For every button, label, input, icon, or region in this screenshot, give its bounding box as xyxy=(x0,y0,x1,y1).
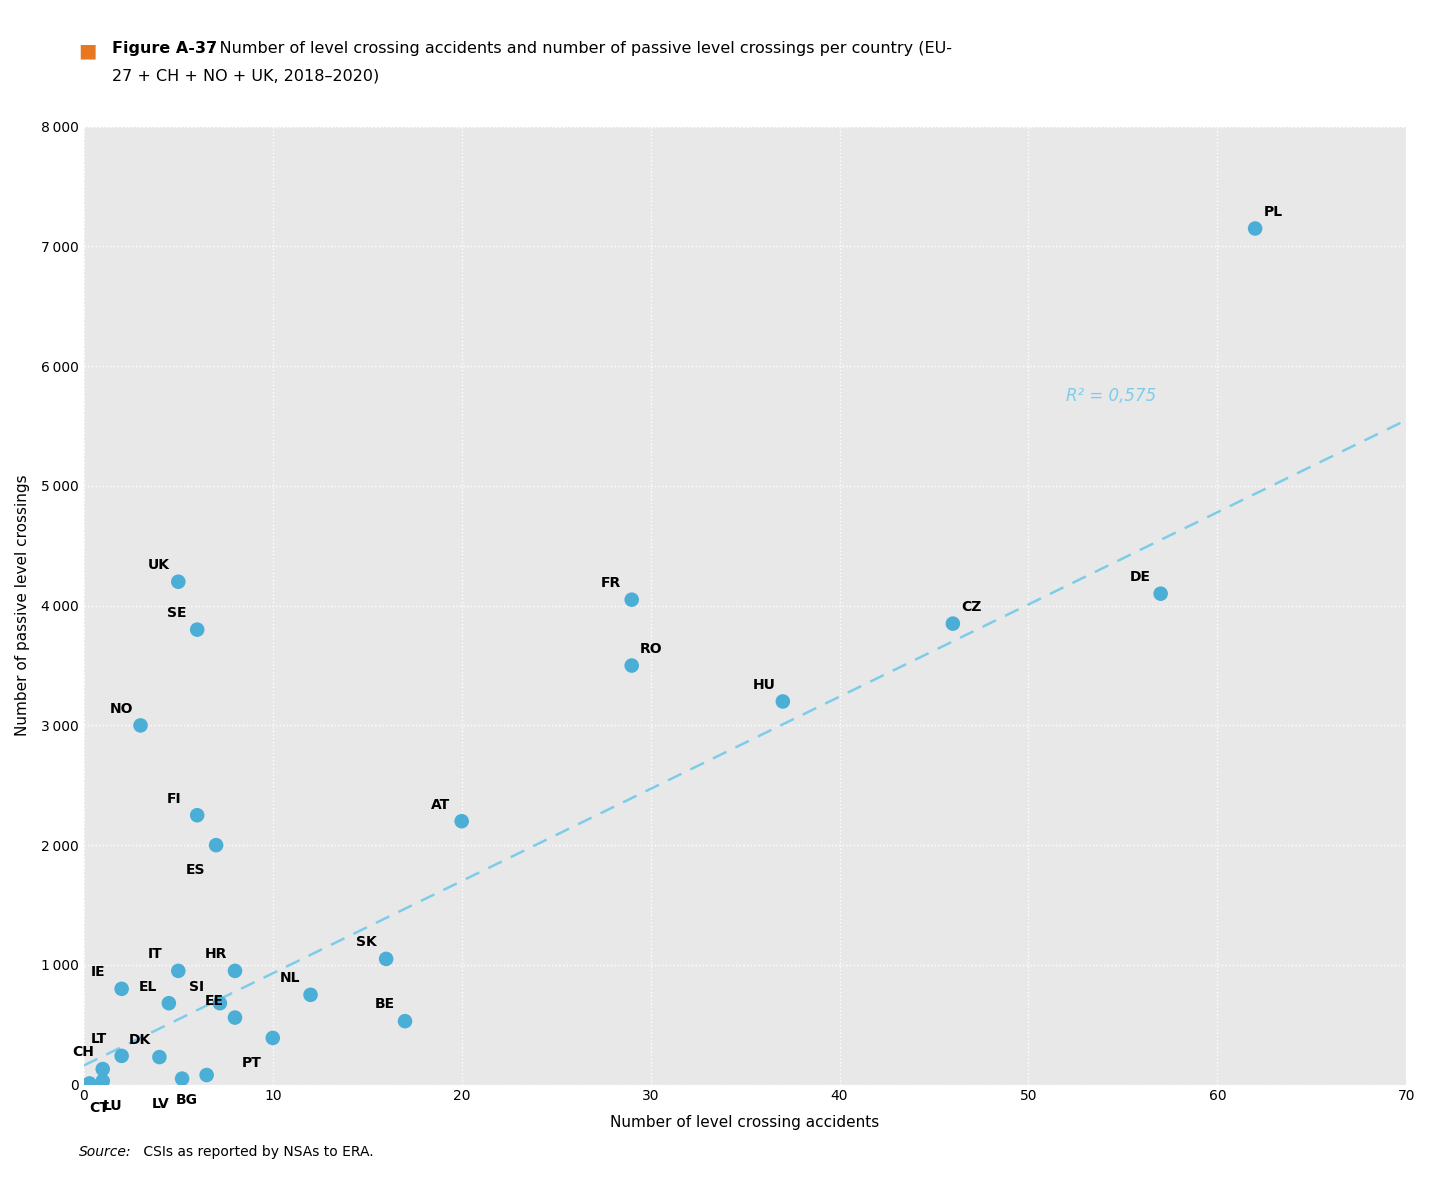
Text: CH: CH xyxy=(72,1045,94,1060)
Text: ■: ■ xyxy=(79,41,97,60)
Text: EE: EE xyxy=(204,994,223,1008)
Point xyxy=(129,716,152,735)
Text: SE: SE xyxy=(167,607,186,620)
Point xyxy=(186,621,209,640)
Point xyxy=(223,962,246,981)
Text: RO: RO xyxy=(641,642,662,656)
Point xyxy=(299,985,322,1004)
Text: NL: NL xyxy=(280,971,300,985)
Point xyxy=(167,962,190,981)
Point xyxy=(92,1071,114,1090)
Text: Figure A-37: Figure A-37 xyxy=(112,41,217,57)
Text: PL: PL xyxy=(1264,205,1283,218)
Text: ES: ES xyxy=(186,863,204,877)
Text: SK: SK xyxy=(356,936,376,949)
Text: DK: DK xyxy=(129,1034,152,1048)
Text: R² = 0,575: R² = 0,575 xyxy=(1067,387,1157,405)
Y-axis label: Number of passive level crossings: Number of passive level crossings xyxy=(14,474,30,736)
Text: CZ: CZ xyxy=(961,599,981,614)
Point xyxy=(170,1069,193,1088)
Point xyxy=(110,1047,133,1066)
Text: BG: BG xyxy=(176,1093,199,1107)
Text: SI: SI xyxy=(189,979,204,994)
Point xyxy=(375,950,398,969)
Point xyxy=(1150,584,1173,603)
Text: HR: HR xyxy=(204,948,227,962)
Text: LT: LT xyxy=(92,1032,107,1047)
Text: LU: LU xyxy=(103,1099,123,1113)
Text: IE: IE xyxy=(92,965,106,979)
Point xyxy=(450,812,473,831)
Point xyxy=(262,1029,285,1048)
Text: NO: NO xyxy=(110,702,133,716)
Point xyxy=(1244,219,1267,238)
Point xyxy=(393,1011,416,1030)
X-axis label: Number of level crossing accidents: Number of level crossing accidents xyxy=(611,1115,879,1129)
Point xyxy=(204,835,227,854)
Text: PT: PT xyxy=(242,1056,262,1070)
Text: UK: UK xyxy=(147,558,170,572)
Text: CSIs as reported by NSAs to ERA.: CSIs as reported by NSAs to ERA. xyxy=(139,1145,373,1159)
Point xyxy=(147,1048,170,1067)
Text: FI: FI xyxy=(167,792,182,806)
Point xyxy=(223,1008,246,1027)
Point xyxy=(167,572,190,591)
Text: : Number of level crossing accidents and number of passive level crossings per c: : Number of level crossing accidents and… xyxy=(209,41,952,57)
Text: LV: LV xyxy=(152,1096,169,1110)
Point xyxy=(771,691,794,710)
Point xyxy=(941,614,964,632)
Point xyxy=(157,994,180,1012)
Text: CT: CT xyxy=(90,1101,109,1115)
Text: IT: IT xyxy=(147,948,163,962)
Text: Source:: Source: xyxy=(79,1145,132,1159)
Point xyxy=(92,1060,114,1079)
Point xyxy=(186,806,209,825)
Text: 27 + CH + NO + UK, 2018–2020): 27 + CH + NO + UK, 2018–2020) xyxy=(112,68,379,84)
Text: FR: FR xyxy=(601,576,622,590)
Text: BE: BE xyxy=(375,997,395,1011)
Point xyxy=(79,1074,102,1093)
Text: DE: DE xyxy=(1130,570,1151,584)
Text: HU: HU xyxy=(752,677,775,691)
Point xyxy=(621,656,644,675)
Text: AT: AT xyxy=(430,798,450,812)
Point xyxy=(196,1066,219,1084)
Point xyxy=(621,590,644,609)
Point xyxy=(209,994,232,1012)
Point xyxy=(110,979,133,998)
Text: EL: EL xyxy=(139,979,157,994)
